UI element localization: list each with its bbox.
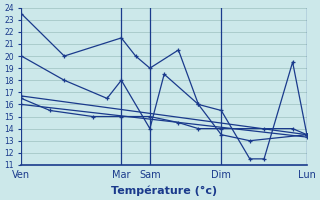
X-axis label: Température (°c): Température (°c): [111, 185, 217, 196]
